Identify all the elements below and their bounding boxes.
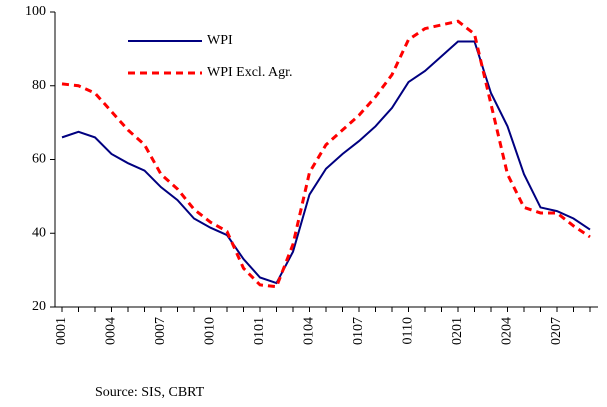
- legend-label: WPI Excl. Agr.: [207, 65, 293, 80]
- y-tick-label: 100: [25, 4, 46, 19]
- source-note: Source: SIS, CBRT: [95, 385, 205, 400]
- x-tick-label: 0010: [203, 317, 218, 345]
- x-tick-label: 0207: [549, 317, 564, 345]
- x-tick-label: 0104: [302, 317, 317, 345]
- x-tick-label: 0204: [500, 317, 515, 345]
- data-line: [61, 40, 591, 285]
- y-tick-label: 40: [32, 225, 46, 240]
- y-tick-label: 20: [32, 299, 46, 314]
- x-tick-label: 0007: [153, 317, 168, 345]
- data-line: [61, 19, 591, 289]
- x-tick-label: 0004: [104, 317, 119, 345]
- x-tick-label: 0110: [401, 317, 416, 344]
- x-tick-label: 0201: [450, 317, 465, 345]
- legend-label: WPI: [207, 33, 233, 48]
- x-tick-label: 0101: [252, 317, 267, 345]
- y-tick-label: 60: [32, 152, 46, 167]
- x-tick-label: 0107: [351, 317, 366, 345]
- x-tick-label: 0001: [54, 317, 69, 345]
- y-tick-label: 80: [32, 78, 46, 93]
